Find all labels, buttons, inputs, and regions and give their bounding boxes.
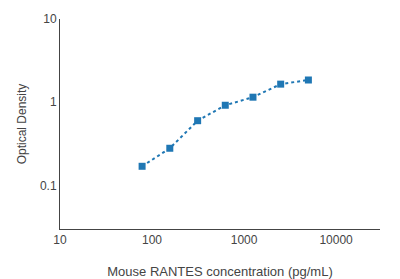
svg-text:10000: 10000 (319, 233, 353, 247)
svg-text:1000: 1000 (231, 233, 258, 247)
svg-text:10: 10 (43, 12, 57, 26)
svg-text:0.1: 0.1 (40, 179, 57, 193)
svg-text:1: 1 (50, 95, 57, 109)
svg-text:10: 10 (53, 233, 67, 247)
svg-text:100: 100 (142, 233, 162, 247)
svg-text:Optical Density: Optical Density (15, 84, 29, 165)
svg-text:Mouse RANTES concentration (pg: Mouse RANTES concentration (pg/mL) (107, 264, 332, 279)
